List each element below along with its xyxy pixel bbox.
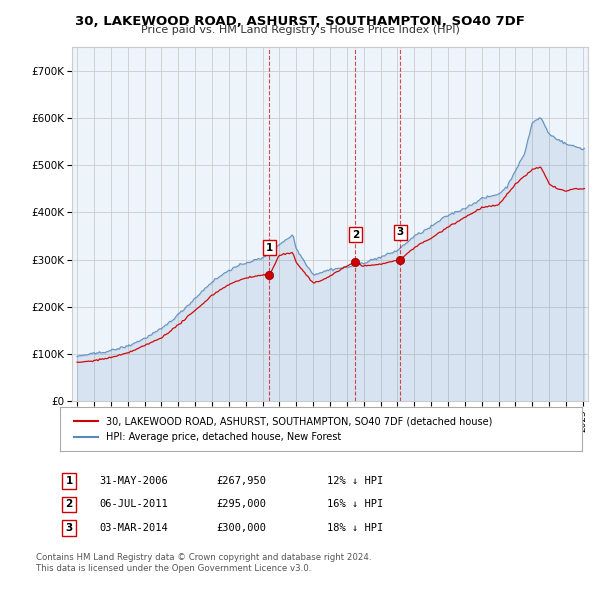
Text: 2: 2 <box>65 500 73 509</box>
Text: 30, LAKEWOOD ROAD, ASHURST, SOUTHAMPTON, SO40 7DF: 30, LAKEWOOD ROAD, ASHURST, SOUTHAMPTON,… <box>75 15 525 28</box>
Text: Price paid vs. HM Land Registry's House Price Index (HPI): Price paid vs. HM Land Registry's House … <box>140 25 460 35</box>
Text: Contains HM Land Registry data © Crown copyright and database right 2024.: Contains HM Land Registry data © Crown c… <box>36 553 371 562</box>
Text: £295,000: £295,000 <box>216 500 266 509</box>
Text: £267,950: £267,950 <box>216 476 266 486</box>
Text: £300,000: £300,000 <box>216 523 266 533</box>
Text: 2: 2 <box>352 230 359 240</box>
Text: 31-MAY-2006: 31-MAY-2006 <box>99 476 168 486</box>
Text: 18% ↓ HPI: 18% ↓ HPI <box>327 523 383 533</box>
Text: 1: 1 <box>266 242 273 253</box>
Text: 16% ↓ HPI: 16% ↓ HPI <box>327 500 383 509</box>
Text: 3: 3 <box>65 523 73 533</box>
Text: 1: 1 <box>65 476 73 486</box>
Text: 06-JUL-2011: 06-JUL-2011 <box>99 500 168 509</box>
Text: This data is licensed under the Open Government Licence v3.0.: This data is licensed under the Open Gov… <box>36 565 311 573</box>
Text: 12% ↓ HPI: 12% ↓ HPI <box>327 476 383 486</box>
Text: 3: 3 <box>397 227 404 237</box>
Legend: 30, LAKEWOOD ROAD, ASHURST, SOUTHAMPTON, SO40 7DF (detached house), HPI: Average: 30, LAKEWOOD ROAD, ASHURST, SOUTHAMPTON,… <box>70 412 496 446</box>
Text: 03-MAR-2014: 03-MAR-2014 <box>99 523 168 533</box>
